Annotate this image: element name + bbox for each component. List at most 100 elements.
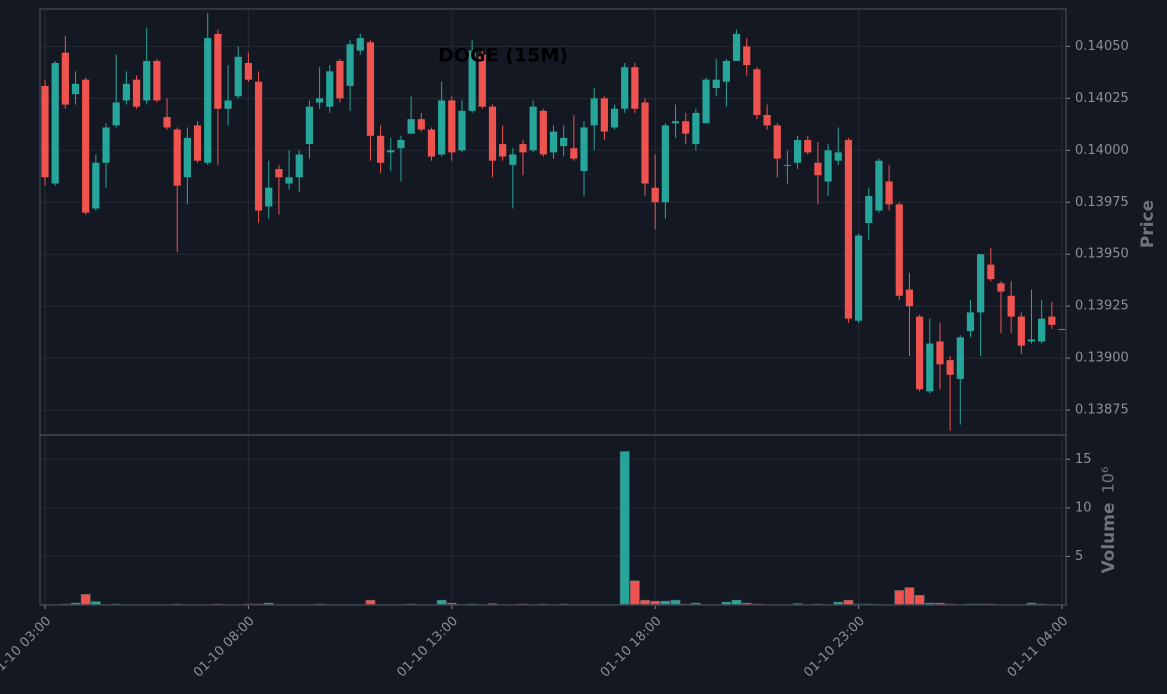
candle-body — [244, 63, 252, 80]
candle-body — [722, 60, 730, 82]
candle-body — [977, 254, 985, 313]
candle-body — [834, 152, 842, 161]
volume-bar — [894, 590, 905, 606]
candle-body — [193, 125, 202, 161]
candle-body — [51, 63, 59, 184]
candle-body — [610, 108, 619, 128]
candle-body — [295, 154, 303, 178]
candle-body — [1038, 318, 1046, 342]
candle-body — [377, 135, 385, 163]
candle-body — [651, 187, 659, 203]
candle-body — [936, 341, 944, 365]
volume-bar — [630, 580, 640, 606]
candle-body — [92, 162, 100, 209]
candle-body — [671, 121, 680, 124]
candle-body — [407, 119, 415, 134]
candle-body — [122, 83, 130, 101]
candle-body — [163, 117, 171, 128]
candle-body — [997, 283, 1005, 292]
volume-exponent: 10⁶ — [1099, 467, 1118, 494]
candle-body — [814, 162, 822, 176]
candle-body — [82, 79, 90, 213]
candle-body — [153, 60, 161, 101]
candle-body — [885, 181, 893, 205]
y-tick-label: 0.13975 — [1075, 195, 1129, 210]
candle-body — [916, 316, 924, 390]
volume-bar — [914, 595, 925, 606]
candle-body — [956, 337, 964, 379]
candle-body — [214, 33, 222, 109]
candle-body — [285, 177, 293, 184]
candle-body — [102, 127, 110, 163]
y-axis-label: Price — [1138, 200, 1158, 248]
candle-body — [305, 106, 314, 145]
volume-tick-label: 5 — [1075, 549, 1083, 564]
candle-body — [519, 144, 527, 153]
candle-body — [346, 44, 354, 86]
candle-body — [539, 110, 547, 155]
candle-body — [458, 110, 466, 151]
candle-body — [326, 71, 334, 107]
candle-body — [549, 131, 558, 153]
candle-body — [1027, 339, 1036, 342]
candle-body — [855, 235, 863, 321]
y-tick-label: 0.14000 — [1075, 143, 1129, 158]
candle-body — [224, 100, 232, 109]
volume-bar — [619, 451, 630, 606]
candle-body — [641, 102, 649, 184]
volume-bar — [904, 587, 915, 606]
candle-body — [183, 137, 191, 178]
candle-body — [763, 114, 771, 126]
candle-body — [946, 360, 954, 375]
candle-body — [661, 125, 669, 203]
candle-body — [824, 150, 832, 182]
candle-body — [529, 106, 537, 151]
candle-body — [61, 52, 69, 105]
y-tick-label: 0.13925 — [1075, 299, 1129, 314]
candle-body — [41, 85, 49, 178]
candle-body — [631, 67, 639, 109]
candle-body — [600, 98, 608, 132]
candle-body — [1048, 316, 1056, 325]
candle-body — [621, 67, 629, 109]
candle-body — [1058, 329, 1066, 331]
candle-body — [590, 98, 598, 126]
candle-body — [804, 139, 812, 153]
volume-panel — [39, 434, 1067, 606]
candle-body — [1017, 316, 1025, 346]
candle-body — [905, 289, 914, 307]
candle-body — [570, 148, 578, 159]
candle-body — [773, 125, 781, 159]
marks — [40, 13, 1067, 606]
candle-body — [265, 187, 273, 207]
candle-body — [427, 129, 436, 157]
candle-body — [366, 42, 375, 136]
candle-body — [387, 150, 395, 153]
volume-axis-label: Volume — [1099, 502, 1119, 573]
candle-body — [926, 343, 934, 392]
y-tick-label: 0.13875 — [1075, 403, 1129, 418]
candle-body — [987, 264, 995, 280]
volume-tick-label: 15 — [1075, 452, 1092, 467]
candle-body — [315, 98, 324, 103]
candle-body — [275, 169, 283, 178]
candle-body — [143, 60, 151, 101]
y-tick-label: 0.13900 — [1075, 351, 1129, 366]
candle-body — [702, 79, 710, 124]
candle-body — [356, 38, 364, 51]
candle-body — [336, 60, 344, 99]
candle-body — [580, 127, 588, 172]
candle-body — [417, 119, 425, 130]
candle-body — [844, 139, 853, 319]
candle-body — [488, 106, 497, 161]
candle-body — [753, 69, 761, 115]
candle-body — [234, 56, 242, 97]
candle-body — [966, 312, 975, 332]
candle-body — [743, 46, 751, 66]
volume-bar — [80, 594, 91, 606]
candle-body — [783, 164, 792, 166]
candle-body — [712, 79, 720, 88]
y-tick-label: 0.14050 — [1075, 39, 1129, 54]
candle-body — [875, 160, 883, 211]
